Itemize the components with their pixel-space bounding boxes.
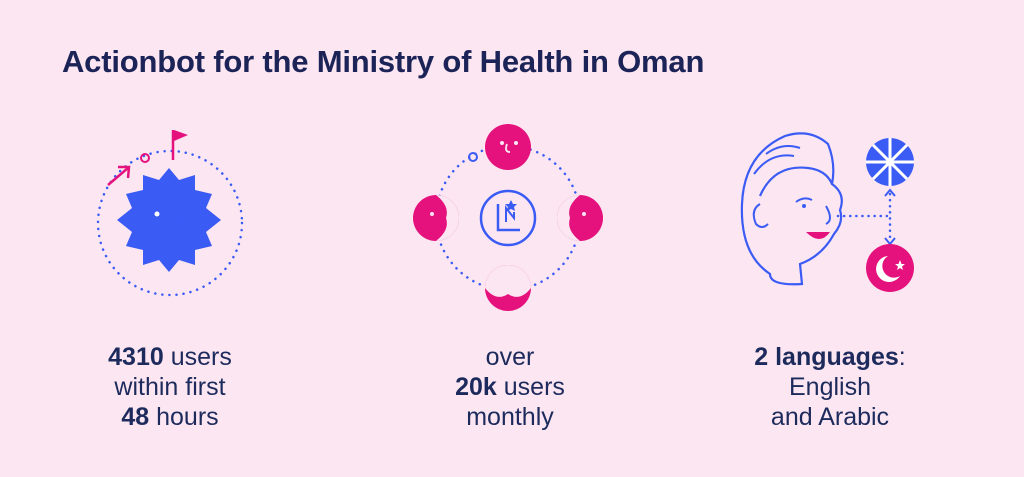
stat2-line3: monthly <box>466 403 554 431</box>
stat3-strong: 2 languages <box>754 343 899 371</box>
stat-monthly-users: over 20k users monthly <box>380 342 640 432</box>
stat-users-48h: 4310 users within first 48 hours <box>40 342 300 432</box>
stat1-line2: within first <box>114 373 226 401</box>
stat1-strong: 4310 <box>108 343 164 371</box>
stat-languages: 2 languages: English and Arabic <box>700 342 960 432</box>
stat1-rest: users <box>163 343 232 371</box>
face-language-icon <box>730 124 930 304</box>
stat2-rest: users <box>496 373 565 401</box>
chart-cycle-icon <box>410 122 606 312</box>
stat3-line3: and Arabic <box>770 403 890 431</box>
stat1-line3-rest: hours <box>149 403 219 431</box>
sun-moon-icon <box>90 120 250 310</box>
stat3-line2: English <box>789 373 871 401</box>
stat1-line3-strong: 48 <box>121 403 150 431</box>
page-title: Actionbot for the Ministry of Health in … <box>62 44 705 79</box>
stat2-line1: over <box>485 343 535 371</box>
stat3-rest: : <box>898 343 906 371</box>
stat2-strong: 20k <box>455 373 497 401</box>
